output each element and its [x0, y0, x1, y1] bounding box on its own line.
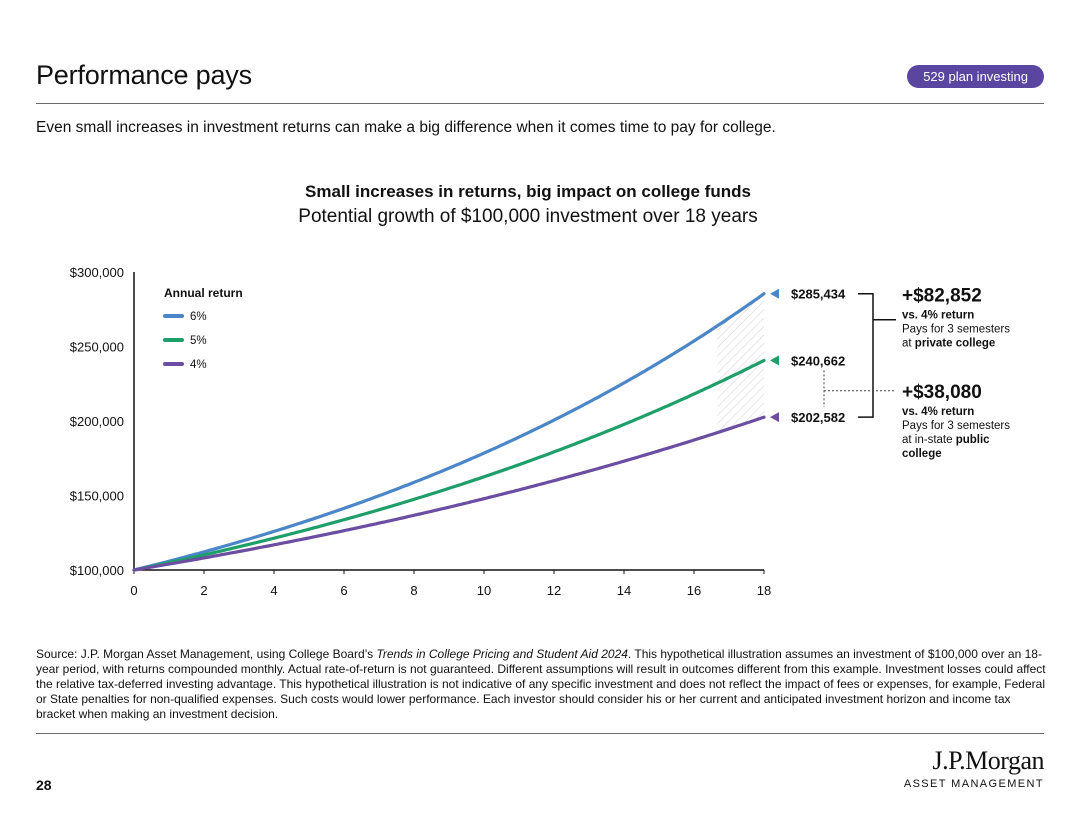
x-tick-label: 16	[687, 583, 701, 598]
callout-value-private: +$82,852	[902, 286, 982, 307]
series-line-4pct	[132, 415, 766, 572]
end-marker	[770, 355, 779, 366]
x-tick-label: 14	[617, 583, 631, 598]
logo-wordmark: J.P.Morgan	[932, 746, 1044, 775]
callout-college-type: at in-state public	[902, 434, 990, 446]
x-tick-label: 6	[340, 583, 347, 598]
x-tick-label: 0	[130, 583, 137, 598]
hatch-area	[717, 293, 764, 433]
callout-value-public: +$38,080	[902, 382, 982, 403]
callout-college-type-cont: college	[902, 448, 942, 460]
jpmorgan-logo: J.P.Morgan ASSET MANAGEMENT	[903, 746, 1045, 790]
end-value-label: $240,662	[791, 353, 845, 368]
difference-hatch-area	[717, 293, 764, 433]
series-line-6pct	[132, 292, 766, 572]
y-tick-label: $200,000	[70, 414, 124, 429]
x-tick-label: 2	[200, 583, 207, 598]
logo-subtitle: ASSET MANAGEMENT	[903, 778, 1044, 790]
y-tick-label: $300,000	[70, 265, 124, 280]
y-tick-label: $150,000	[70, 489, 124, 504]
callout-vs: vs. 4% return	[902, 406, 974, 418]
y-tick-label: $100,000	[70, 563, 124, 578]
intro-text: Even small increases in investment retur…	[36, 119, 776, 136]
bracket-6-vs-4	[858, 292, 874, 418]
source-footnote: Source: J.P. Morgan Asset Management, us…	[36, 647, 1046, 721]
callout-college-type: at private college	[902, 338, 995, 350]
x-tick-label: 4	[270, 583, 277, 598]
legend-title: Annual return	[164, 286, 243, 300]
x-tick-label: 10	[477, 583, 491, 598]
chart-title: Small increases in returns, big impact o…	[305, 182, 751, 201]
x-tick-label: 12	[547, 583, 561, 598]
end-value-label: $202,582	[791, 410, 845, 425]
header-divider	[36, 103, 1044, 104]
series-lines	[132, 292, 766, 572]
callout-vs: vs. 4% return	[902, 310, 974, 322]
callout-semesters: Pays for 3 semesters	[902, 420, 1010, 432]
end-value-label: $285,434	[791, 287, 846, 302]
end-marker	[770, 288, 779, 299]
x-tick-label: 18	[757, 583, 771, 598]
legend-label: 4%	[190, 359, 207, 371]
end-marker	[770, 412, 779, 423]
difference-callouts: +$82,852 vs. 4% return Pays for 3 semester…	[823, 286, 1010, 460]
legend-label: 6%	[190, 311, 207, 323]
callout-semesters: Pays for 3 semesters	[902, 324, 1010, 336]
section-badge: 529 plan investing	[907, 65, 1044, 88]
page-title: Performance pays	[36, 60, 252, 90]
growth-line-chart: $100,000 $150,000 $200,000 $250,000 $300,000…	[70, 265, 1010, 598]
y-tick-label: $250,000	[70, 340, 124, 355]
x-tick-label: 8	[410, 583, 417, 598]
chart-legend: Annual return 6% 5% 4%	[163, 286, 243, 371]
series-line-5pct	[132, 358, 766, 572]
footer-divider	[36, 733, 1044, 734]
page-number: 28	[36, 777, 52, 793]
chart-subtitle: Potential growth of $100,000 investment …	[298, 206, 758, 227]
end-value-labels: $285,434 $240,662 $202,582	[770, 287, 846, 425]
chart-axes: $100,000 $150,000 $200,000 $250,000 $300,000…	[70, 265, 771, 598]
legend-label: 5%	[190, 335, 207, 347]
